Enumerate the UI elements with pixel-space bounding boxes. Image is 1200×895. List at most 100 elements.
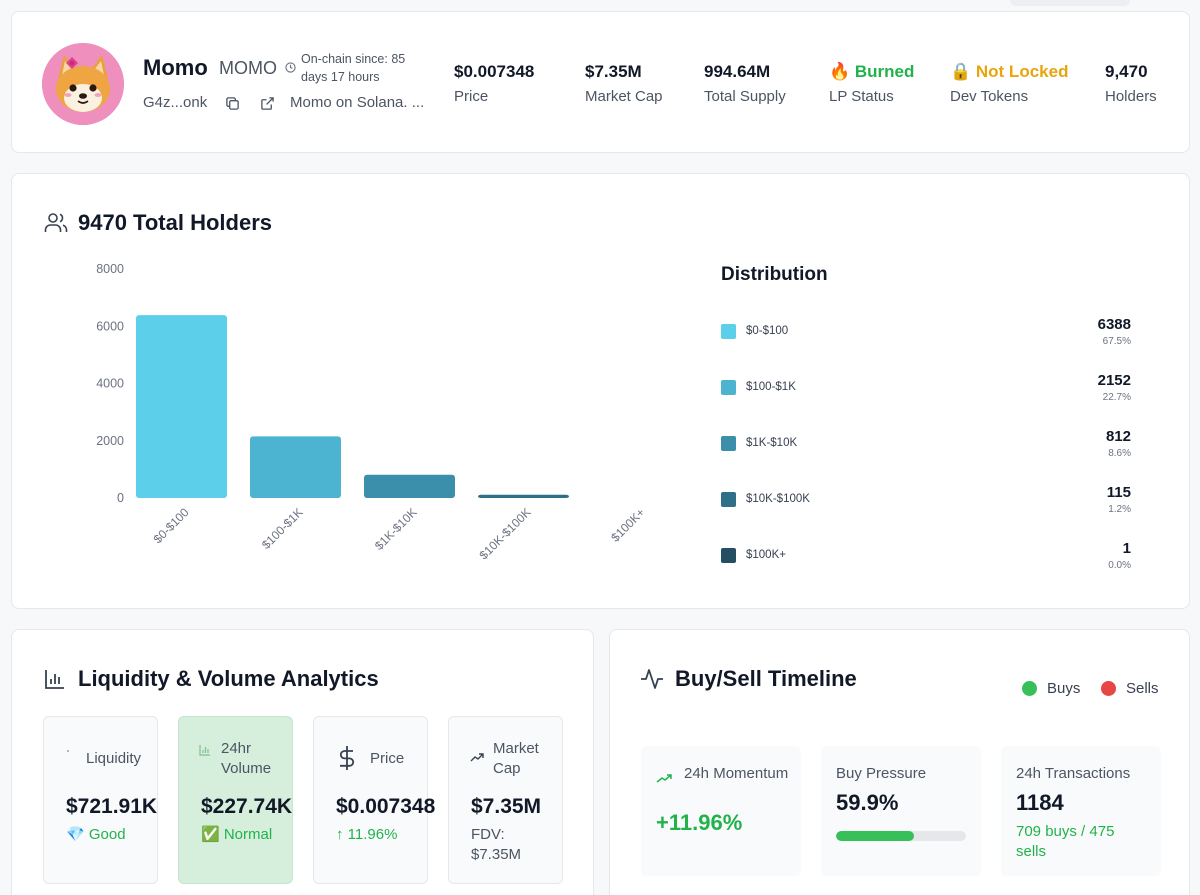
timeline-title: Buy/Sell Timeline xyxy=(675,666,857,691)
bar-1[interactable] xyxy=(250,436,341,498)
trending-up-icon xyxy=(656,774,672,783)
stat-market-cap: $7.35M Market Cap xyxy=(585,62,663,105)
distribution-row: $100-$1K 2152 22.7% xyxy=(721,372,1131,412)
stat-value: 994.64M xyxy=(704,62,771,81)
distribution-swatch xyxy=(721,380,736,395)
stat-label: Price xyxy=(454,88,489,105)
metric-value: $7.35M xyxy=(471,795,542,818)
distribution-row: $100K+ 1 0.0% xyxy=(721,540,1131,580)
price-metric-card: Price $0.007348 ↑ 11.96% xyxy=(313,716,435,884)
market-cap-metric-card: Market Cap $7.35M FDV: $7.35M xyxy=(448,716,563,884)
buy-sell-timeline-card: Buy/Sell Timeline Buys Sells 24h Momentu… xyxy=(609,629,1190,895)
metric-status: ✅ Normal xyxy=(201,826,273,843)
bar-0[interactable] xyxy=(136,315,227,498)
stat-holders: 9,470 Holders xyxy=(1105,62,1157,105)
metric-label: Price xyxy=(370,750,405,767)
buy-pressure-fill xyxy=(836,831,914,841)
y-tick-label: 6000 xyxy=(96,319,124,333)
holders-title: 9470 Total Holders xyxy=(78,210,272,235)
token-header-card: Momo MOMO On-chain since: 85 days 17 hou… xyxy=(11,11,1190,153)
metric-value: $227.74K xyxy=(201,795,293,818)
metric-status: 💎 Good xyxy=(66,826,126,843)
distribution-percent: 22.7% xyxy=(1102,392,1131,403)
stat-value: 9,470 xyxy=(1105,62,1148,81)
metric-label: Liquidity xyxy=(86,750,142,767)
distribution-percent: 1.2% xyxy=(1108,504,1131,515)
holders-card: 9470 Total Holders 0 2000 4000 6000 8000 $0-$… xyxy=(11,173,1190,609)
distribution-swatch xyxy=(721,436,736,451)
buy-pressure-label: Buy Pressure xyxy=(836,765,927,782)
onchain-since: On-chain since: 85 days 17 hours xyxy=(301,52,406,84)
liquidity-title: Liquidity & Volume Analytics xyxy=(78,666,379,691)
liquidity-card: Liquidity & Volume Analytics Liquidity $… xyxy=(11,629,594,895)
distribution-count: 115 xyxy=(1106,484,1131,501)
token-avatar xyxy=(42,43,124,125)
shiba-logo-icon xyxy=(42,43,124,125)
stat-value: $0.007348 xyxy=(454,62,535,81)
x-tick-label: $10K-$100K xyxy=(477,505,534,562)
volume-metric-card: 24hr Volume $227.74K ✅ Normal xyxy=(178,716,293,884)
token-address: G4z...onk xyxy=(143,94,208,111)
token-name: Momo xyxy=(143,55,208,80)
bar-3[interactable] xyxy=(478,494,569,498)
top-edge-element xyxy=(1010,0,1130,6)
stat-dev-tokens: 🔒 Not Locked Dev Tokens xyxy=(950,62,1068,105)
metric-label: Market Cap xyxy=(493,740,539,777)
distribution-swatch xyxy=(721,548,736,563)
sells-legend-dot xyxy=(1101,681,1116,696)
distribution-row: $0-$100 6388 67.5% xyxy=(721,316,1131,356)
distribution-count: 812 xyxy=(1105,428,1131,445)
stat-lp-status: 🔥 Burned LP Status xyxy=(829,62,914,105)
clock-icon xyxy=(285,62,296,73)
token-description[interactable]: Momo on Solana. ... xyxy=(290,94,425,111)
stat-total-supply: 994.64M Total Supply xyxy=(704,62,786,105)
stat-label: Total Supply xyxy=(704,88,786,105)
buys-legend-label[interactable]: Buys xyxy=(1047,680,1081,697)
external-link-icon[interactable] xyxy=(260,96,275,111)
stat-label: Market Cap xyxy=(585,88,663,105)
distribution-row: $1K-$10K 812 8.6% xyxy=(721,428,1131,468)
stat-value: 🔒 Not Locked xyxy=(950,62,1069,81)
liquidity-metric-card: Liquidity $721.91K 💎 Good xyxy=(43,716,158,884)
buy-pressure-bar xyxy=(836,831,966,841)
momentum-box: 24h Momentum +11.96% xyxy=(641,746,801,876)
mini-bar-chart-icon xyxy=(199,745,210,756)
bar-chart-icon xyxy=(45,670,64,689)
dot-icon xyxy=(67,750,69,752)
x-tick-label: $1K-$10K xyxy=(372,505,420,553)
y-tick-label: 2000 xyxy=(96,434,124,448)
stat-value: $7.35M xyxy=(585,62,642,81)
copy-icon[interactable] xyxy=(225,96,240,111)
distribution-count: 1 xyxy=(1122,540,1131,557)
distribution-swatch xyxy=(721,324,736,339)
stat-label: LP Status xyxy=(829,88,894,105)
distribution-count: 6388 xyxy=(1097,316,1131,333)
momentum-value: +11.96% xyxy=(656,810,743,835)
distribution-label: $1K-$10K xyxy=(746,437,798,449)
x-tick-label: $0-$100 xyxy=(151,505,192,546)
distribution-percent: 0.0% xyxy=(1108,560,1131,571)
token-symbol: MOMO xyxy=(219,58,277,78)
sells-legend-label[interactable]: Sells xyxy=(1126,680,1159,697)
dollar-icon xyxy=(339,746,355,770)
y-tick-label: 4000 xyxy=(96,377,124,391)
stat-price: $0.007348 Price xyxy=(454,62,534,105)
metric-fdv: FDV: $7.35M xyxy=(471,826,522,863)
distribution-swatch xyxy=(721,492,736,507)
distribution-label: $100K+ xyxy=(746,549,786,561)
users-icon xyxy=(44,213,68,232)
activity-icon xyxy=(641,669,663,689)
transactions-value: 1184 xyxy=(1016,790,1064,815)
distribution-row: $10K-$100K 115 1.2% xyxy=(721,484,1131,524)
x-tick-label: $100-$1K xyxy=(259,505,306,552)
transactions-label: 24h Transactions xyxy=(1016,765,1131,782)
stat-label: Dev Tokens xyxy=(950,88,1029,105)
momentum-label: 24h Momentum xyxy=(684,765,789,782)
metric-value: $0.007348 xyxy=(336,795,436,818)
holders-bar-chart: 0 2000 4000 6000 8000 $0-$100 $100-$1K $1K-$10K… xyxy=(96,262,647,562)
distribution-title: Distribution xyxy=(721,264,828,285)
distribution-label: $100-$1K xyxy=(746,381,796,393)
bar-2[interactable] xyxy=(364,474,455,498)
metric-label: 24hr Volume xyxy=(221,740,272,777)
distribution-count: 2152 xyxy=(1097,372,1131,389)
